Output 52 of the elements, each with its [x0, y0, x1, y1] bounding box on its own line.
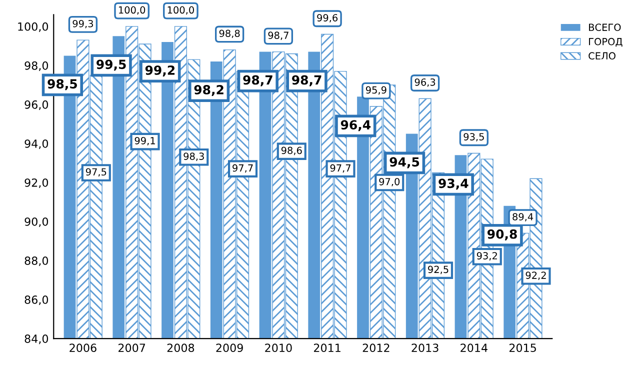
x-tick-label: 2008 — [167, 344, 194, 352]
x-tick-label: 2014 — [460, 344, 488, 352]
y-tick-label: 92,0 — [24, 178, 48, 188]
data-label: 98,7 — [268, 32, 288, 40]
x-tick-label: 2006 — [70, 344, 96, 352]
data-label: 93,2 — [476, 252, 497, 260]
data-label: 92,5 — [428, 266, 448, 274]
legend-label: ВСЕГО — [589, 24, 621, 31]
data-label: 99,5 — [96, 60, 126, 71]
x-tick-label: 2011 — [314, 344, 340, 352]
data-label: 98,7 — [243, 75, 272, 86]
data-label: 97,7 — [330, 164, 351, 173]
data-label: 98,5 — [48, 79, 77, 90]
x-tick-label: 2010 — [265, 344, 292, 352]
x-tick-label: 2012 — [362, 344, 390, 352]
data-label: 93,4 — [438, 178, 468, 190]
data-label: 98,2 — [194, 84, 224, 96]
data-label: 97,7 — [232, 164, 253, 173]
x-tick-label: 2007 — [118, 344, 146, 352]
x-tick-label: 2009 — [216, 344, 243, 352]
y-tick-label: 90,0 — [24, 217, 48, 228]
y-tick-label: 94,0 — [24, 139, 48, 149]
data-label: 98,8 — [219, 30, 240, 38]
y-tick-label: 96,0 — [24, 100, 48, 110]
legend-label: СЕЛО — [588, 52, 616, 60]
data-label: 90,8 — [488, 229, 517, 240]
data-label: 93,5 — [464, 133, 484, 142]
x-tick-label: 2013 — [412, 344, 438, 352]
data-label: 96,3 — [414, 78, 436, 87]
data-label: 97,5 — [86, 168, 106, 177]
y-tick-label: 100,0 — [18, 22, 48, 32]
y-tick-label: 98,0 — [24, 61, 48, 71]
data-label: 95,9 — [366, 86, 386, 95]
data-label: 100,0 — [118, 6, 146, 15]
y-tick-label: 86,0 — [24, 296, 48, 306]
data-label: 96,4 — [340, 120, 371, 132]
data-label: 99,2 — [145, 65, 175, 77]
data-label: 98,3 — [184, 152, 204, 161]
data-label: 97,0 — [379, 178, 400, 186]
data-label: 100,0 — [168, 6, 194, 15]
data-label: 98,6 — [281, 146, 302, 156]
data-label: 99,3 — [72, 20, 93, 28]
data-label: 99,6 — [317, 14, 338, 22]
data-label: 94,5 — [390, 157, 420, 168]
data-label: 92,2 — [526, 272, 546, 280]
data-label: 99,1 — [134, 136, 155, 146]
legend-label: ГОРОД — [589, 38, 622, 47]
x-tick-label: 2015 — [509, 344, 536, 352]
y-tick-label: 88,0 — [24, 256, 48, 266]
data-label: 98,7 — [292, 75, 322, 86]
y-tick-label: 84,0 — [24, 334, 48, 344]
data-label: 89,4 — [512, 213, 534, 222]
